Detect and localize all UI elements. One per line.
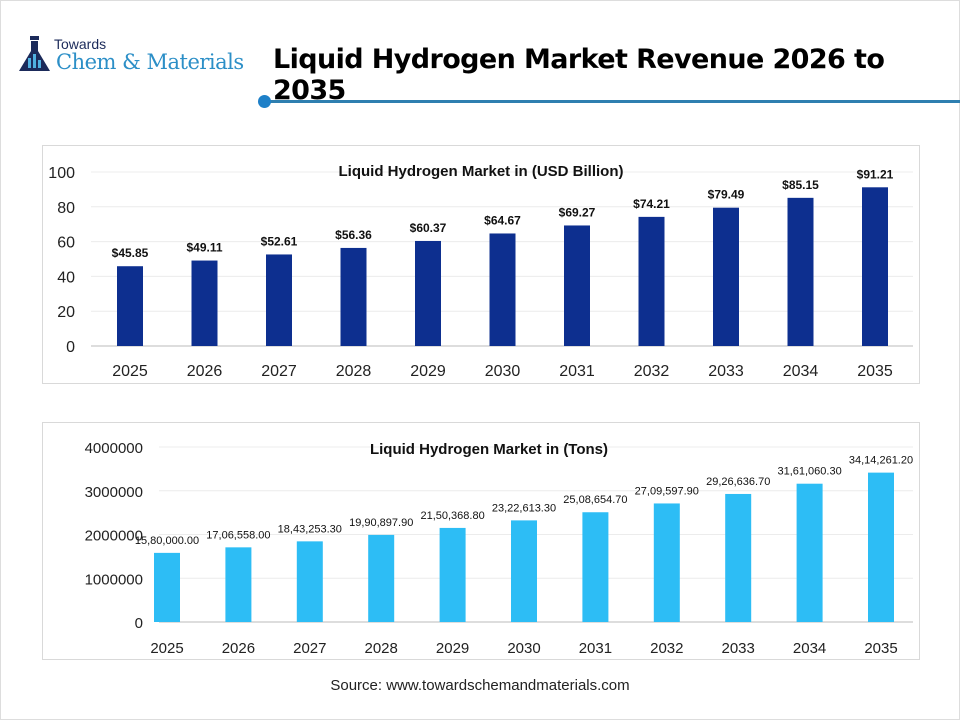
data-label: 23,22,613.30 [492,502,556,514]
bar [796,483,823,622]
data-label: 17,06,558.00 [206,529,270,541]
y-tick-label: 0 [66,339,75,356]
x-tick-label: 2033 [708,363,744,380]
bar [225,547,252,622]
bar [154,552,180,622]
bar [862,187,888,346]
data-label: $79.49 [708,188,745,202]
y-tick-label: 4000000 [85,440,143,457]
x-tick-label: 2030 [507,640,540,657]
data-label: $52.61 [261,234,298,248]
x-tick-label: 2030 [485,363,521,380]
data-label: 15,80,000.00 [135,535,199,547]
logo-big-text: Chem & Materials [56,50,244,74]
x-tick-label: 2034 [783,363,819,380]
data-label: $91.21 [857,167,894,181]
x-tick-label: 2029 [410,363,446,380]
x-tick-label: 2029 [436,640,469,657]
logo-small-text: Towards [54,36,107,52]
x-tick-label: 2031 [559,363,595,380]
data-label: 18,43,253.30 [278,523,342,535]
data-label: $69.27 [559,205,596,219]
chart-usd: 0 20 40 60 80 100 Liquid Hydrogen Market in (U… [42,145,920,384]
chart-usd-svg: 0 20 40 60 80 100 Liquid Hydrogen Market in (U… [48,163,913,380]
data-label: $49.11 [186,241,222,255]
logo: Towards Chem & Materials [18,36,244,74]
data-label: $60.37 [410,221,447,235]
data-label: $56.36 [335,228,372,242]
x-tick-label: 2026 [222,640,255,657]
data-label: 25,08,654.70 [563,494,627,506]
bar [489,233,516,346]
data-label: $74.21 [633,197,670,211]
data-label: 29,26,636.70 [706,476,770,488]
x-tick-label: 2026 [187,363,223,380]
data-label: $64.67 [484,213,521,227]
bar [868,472,894,622]
bar [296,541,323,622]
page-title: Liquid Hydrogen Market Revenue 2026 to 2… [273,44,885,106]
bar [266,254,292,346]
x-tick-label: 2028 [365,640,398,657]
data-label: 31,61,060.30 [777,466,841,478]
y-tick-label: 1000000 [85,571,143,588]
bar [582,512,609,622]
divider-dot [258,95,271,108]
x-tick-label: 2032 [634,363,670,380]
x-tick-label: 2027 [293,640,326,657]
title-divider [265,100,960,103]
y-tick-label: 3000000 [85,484,143,501]
bar [191,260,218,346]
flask-icon [19,36,50,71]
data-label: 34,14,261.20 [849,455,913,467]
x-tick-label: 2025 [150,640,183,657]
y-tick-label: 60 [57,235,75,252]
data-label: $85.15 [782,178,819,192]
bar [564,225,590,346]
y-tick-label: 80 [57,200,75,217]
x-tick-label: 2035 [864,640,897,657]
bar [725,493,752,622]
bar [713,207,739,346]
x-tick-label: 2025 [112,363,148,380]
y-tick-label: 20 [57,304,75,321]
chart-tons: 0 1000000 2000000 3000000 4000000 Liquid Hydr… [42,422,920,660]
x-tick-label: 2035 [857,363,893,380]
bar [653,503,680,622]
x-tick-label: 2034 [793,640,826,657]
x-tick-label: 2027 [261,363,297,380]
source-note: Source: www.towardschemandmaterials.com [330,677,630,694]
y-tick-label: 40 [57,269,75,286]
bar [511,520,537,622]
data-label: 21,50,368.80 [420,510,484,522]
chart-title: Liquid Hydrogen Market in (USD Billion) [339,163,624,180]
x-tick-label: 2031 [579,640,612,657]
bar [439,527,466,622]
data-label: $45.85 [112,246,149,260]
y-tick-label: 2000000 [85,528,143,545]
bar [638,216,665,346]
bar [787,197,814,346]
bar [340,247,367,346]
y-tick-label: 0 [135,615,143,632]
data-label: 27,09,597.90 [635,485,699,497]
y-tick-label: 100 [48,165,75,182]
bar [368,534,395,622]
x-tick-label: 2033 [722,640,755,657]
x-tick-label: 2032 [650,640,683,657]
x-tick-label: 2028 [336,363,372,380]
chart-tons-svg: 0 1000000 2000000 3000000 4000000 Liquid Hydr… [85,440,914,657]
data-label: 19,90,897.90 [349,517,413,529]
chart-title: Liquid Hydrogen Market in (Tons) [370,441,608,458]
bar [117,266,143,346]
bar [415,240,441,346]
